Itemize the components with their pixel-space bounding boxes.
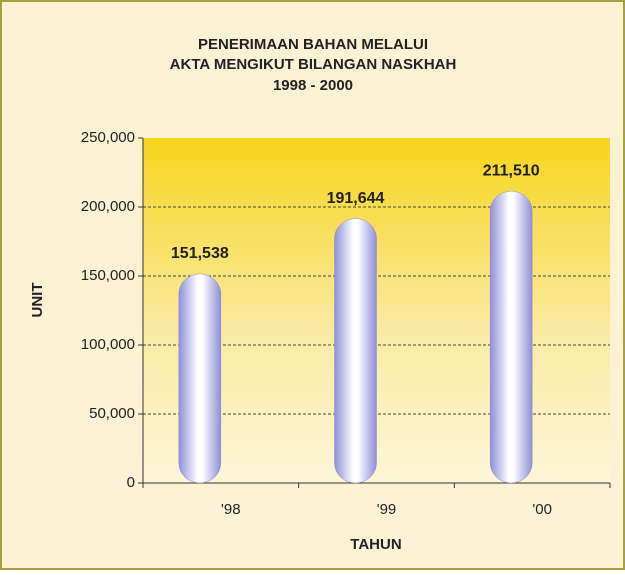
- x-tick-label: '99: [377, 501, 397, 518]
- x-axis-label: TAHUN: [350, 536, 401, 553]
- y-tick-label: 200,000: [81, 198, 135, 215]
- data-label: 151,538: [171, 245, 229, 262]
- chart-title: AKTA MENGIKUT BILANGAN NASKHAH: [170, 56, 457, 73]
- y-tick-label: 100,000: [81, 336, 135, 353]
- y-tick-label: 50,000: [89, 405, 135, 422]
- y-axis-label: UNIT: [29, 283, 46, 318]
- bar: [489, 190, 533, 484]
- data-label: 191,644: [327, 190, 385, 207]
- chart-title: PENERIMAAN BAHAN MELALUI: [198, 36, 428, 53]
- data-label: 211,510: [483, 162, 540, 179]
- y-tick-label: 0: [127, 474, 135, 491]
- bar: [334, 218, 377, 484]
- x-tick-label: '00: [532, 501, 552, 518]
- chart-title: 1998 - 2000: [273, 77, 353, 94]
- x-tick-label: '98: [221, 501, 241, 518]
- bar: [178, 273, 222, 484]
- y-tick-label: 250,000: [81, 129, 135, 146]
- y-tick-label: 150,000: [81, 267, 135, 284]
